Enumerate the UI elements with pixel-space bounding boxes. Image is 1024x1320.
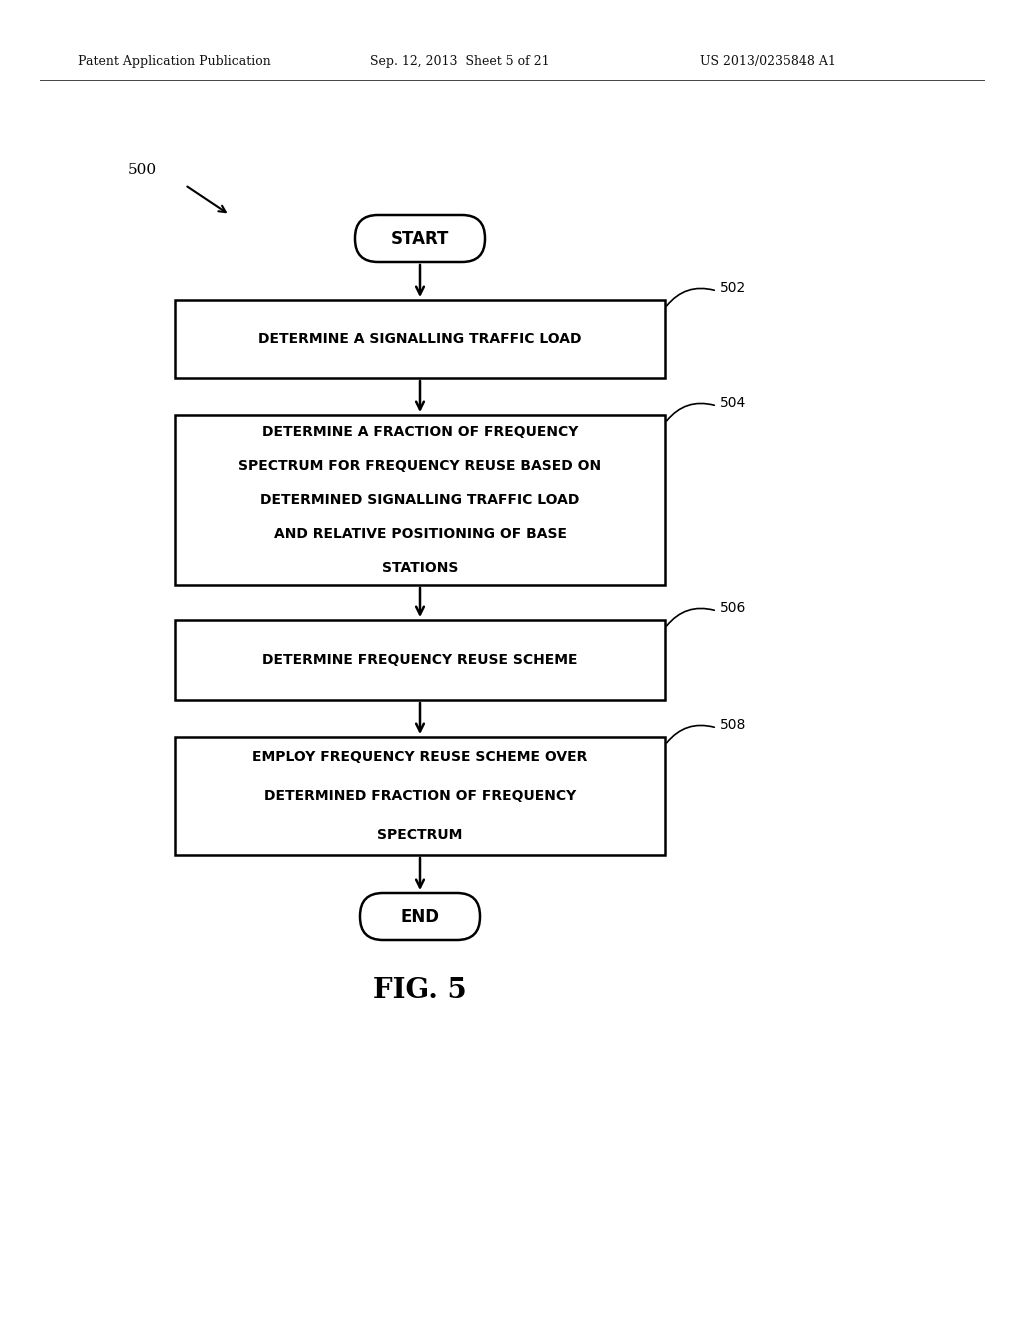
Text: START: START xyxy=(391,230,450,248)
Text: 506: 506 xyxy=(720,601,746,615)
Text: SPECTRUM FOR FREQUENCY REUSE BASED ON: SPECTRUM FOR FREQUENCY REUSE BASED ON xyxy=(239,459,601,473)
Bar xyxy=(175,620,665,700)
Text: 502: 502 xyxy=(720,281,746,294)
Text: DETERMINED FRACTION OF FREQUENCY: DETERMINED FRACTION OF FREQUENCY xyxy=(264,789,577,803)
Text: AND RELATIVE POSITIONING OF BASE: AND RELATIVE POSITIONING OF BASE xyxy=(273,527,566,541)
Text: DETERMINE A FRACTION OF FREQUENCY: DETERMINE A FRACTION OF FREQUENCY xyxy=(262,425,579,440)
Text: DETERMINE A SIGNALLING TRAFFIC LOAD: DETERMINE A SIGNALLING TRAFFIC LOAD xyxy=(258,333,582,346)
Text: DETERMINE FREQUENCY REUSE SCHEME: DETERMINE FREQUENCY REUSE SCHEME xyxy=(262,653,578,667)
Bar xyxy=(175,414,665,585)
Bar xyxy=(175,737,665,855)
Bar xyxy=(175,300,665,378)
Text: US 2013/0235848 A1: US 2013/0235848 A1 xyxy=(700,55,836,69)
Text: Patent Application Publication: Patent Application Publication xyxy=(78,55,270,69)
Text: 508: 508 xyxy=(720,718,746,733)
Text: EMPLOY FREQUENCY REUSE SCHEME OVER: EMPLOY FREQUENCY REUSE SCHEME OVER xyxy=(252,750,588,764)
FancyBboxPatch shape xyxy=(355,215,485,261)
Text: FIG. 5: FIG. 5 xyxy=(373,977,467,1003)
Text: 504: 504 xyxy=(720,396,746,411)
FancyBboxPatch shape xyxy=(360,894,480,940)
Text: Sep. 12, 2013  Sheet 5 of 21: Sep. 12, 2013 Sheet 5 of 21 xyxy=(370,55,550,69)
Text: END: END xyxy=(400,908,439,925)
Text: 500: 500 xyxy=(128,162,157,177)
Text: STATIONS: STATIONS xyxy=(382,561,458,576)
Text: DETERMINED SIGNALLING TRAFFIC LOAD: DETERMINED SIGNALLING TRAFFIC LOAD xyxy=(260,492,580,507)
Text: SPECTRUM: SPECTRUM xyxy=(377,829,463,842)
